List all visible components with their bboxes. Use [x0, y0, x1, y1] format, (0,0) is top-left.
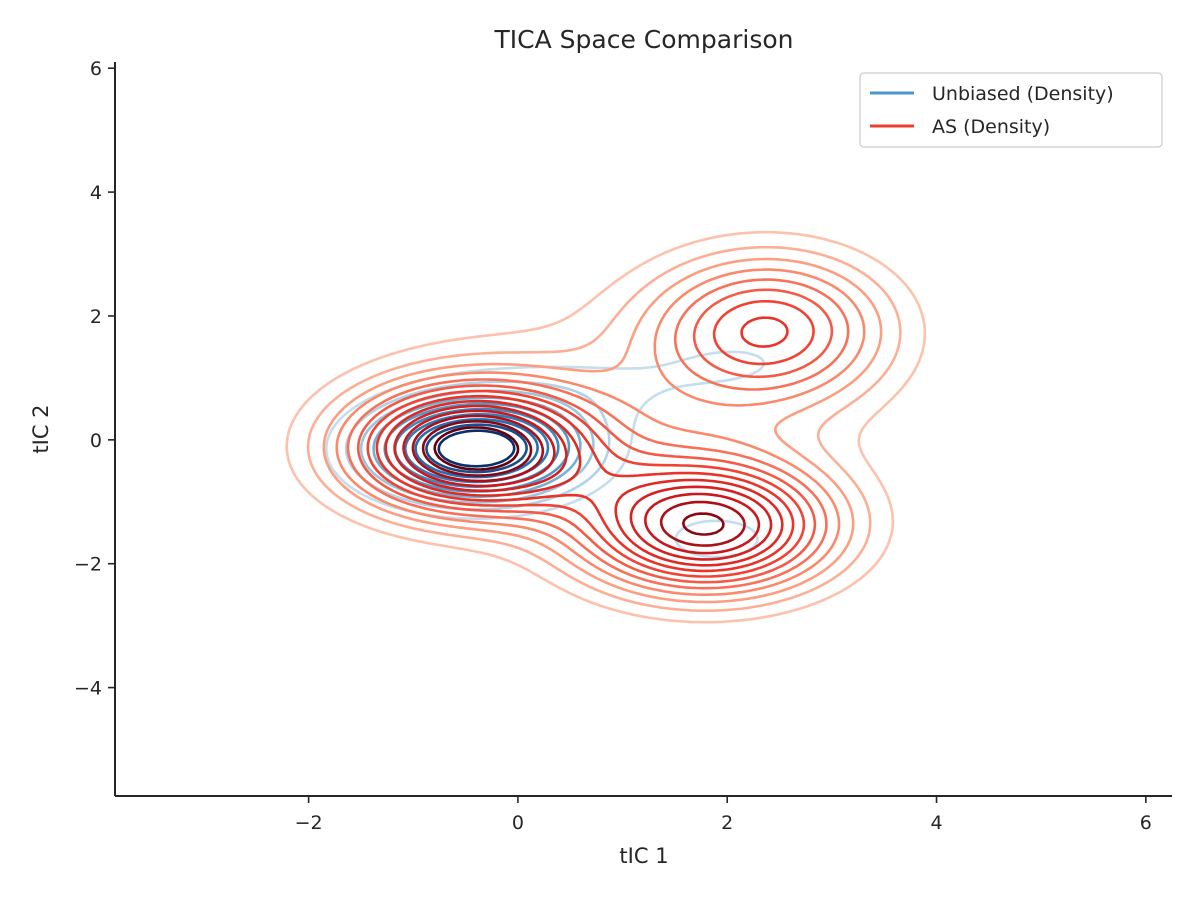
contour-as-level-1 [285, 230, 927, 624]
contour-as-level-7 [366, 299, 815, 578]
y-tick-label: −2 [74, 554, 102, 576]
contour-as-level-6 [356, 288, 834, 584]
contour-as-level-11 [402, 409, 761, 555]
y-tick-label: 2 [90, 306, 102, 328]
x-tick-label: 4 [930, 812, 942, 834]
x-tick-label: 6 [1140, 812, 1152, 834]
contour-unbiased-level-8 [414, 418, 539, 479]
y-tick-label: −4 [74, 678, 102, 700]
contour-as-level-5 [346, 278, 850, 590]
contour-as-level-2 [306, 245, 902, 612]
unbiased-contours [325, 350, 766, 559]
legend-frame [859, 72, 1163, 148]
contour-as-level-9 [384, 399, 784, 567]
y-tick-label: 0 [90, 430, 102, 452]
contour-as-level-10 [393, 404, 773, 561]
contour-as-level-12 [411, 414, 746, 547]
contour-as-level-8 [375, 316, 795, 573]
x-ticks: −2 0 2 4 6 [295, 796, 1152, 834]
contour-as-level-3 [322, 257, 883, 604]
x-axis-label: tIC 1 [619, 844, 668, 868]
x-tick-label: 2 [721, 812, 733, 834]
x-tick-label: 0 [512, 812, 524, 834]
contour-unbiased-level-1 [325, 350, 766, 559]
y-tick-label: 4 [90, 182, 102, 204]
contour-as-level-4 [335, 268, 866, 596]
as-contours [285, 230, 927, 624]
y-axis-label: tIC 2 [29, 404, 53, 453]
x-tick-label: −2 [295, 812, 323, 834]
contour-as-level-14 [433, 426, 520, 471]
legend-label-unbiased: Unbiased (Density) [932, 83, 1114, 105]
contour-unbiased-level-10 [437, 429, 516, 468]
legend-label-as: AS (Density) [932, 116, 1050, 138]
chart-title: TICA Space Comparison [494, 25, 794, 54]
contour-as-level-13 [421, 419, 725, 536]
legend: Unbiased (Density) AS (Density) [859, 72, 1163, 148]
y-ticks: −4 −2 0 2 4 6 [74, 58, 115, 700]
contour-unbiased-level-9 [425, 423, 528, 474]
y-tick-label: 6 [90, 58, 102, 80]
